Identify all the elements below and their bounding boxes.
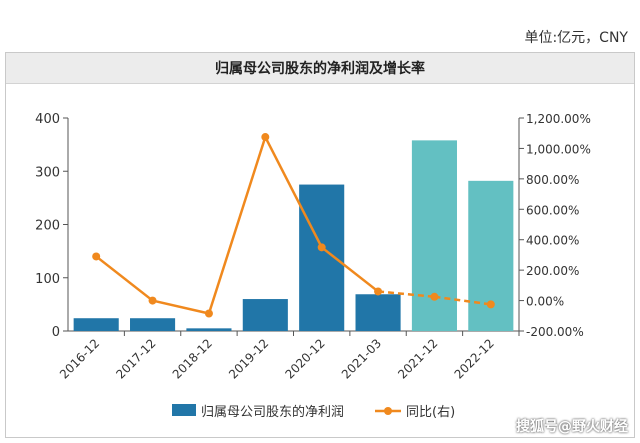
bar-net-profit <box>468 180 514 331</box>
y-left-tick-label: 200 <box>35 219 60 234</box>
growth-point <box>486 300 495 309</box>
legend-marker-growth <box>384 407 392 415</box>
legend-label-net-profit: 归属母公司股东的净利润 <box>201 404 344 420</box>
growth-point <box>317 243 326 252</box>
growth-line-segment <box>320 246 379 293</box>
chart-title-bar: 归属母公司股东的净利润及增长率 <box>6 53 634 84</box>
y-right-tick-label: 0.00% <box>526 295 564 309</box>
unit-label: 单位:亿元，CNY <box>524 30 628 46</box>
bar-net-profit <box>299 184 345 331</box>
x-tick-label: 2021-12 <box>395 336 440 381</box>
bar-net-profit <box>186 328 232 331</box>
y-right-tick-label: 1,000.00% <box>526 142 591 156</box>
bar-net-profit <box>242 299 288 331</box>
y-right-tick-label: -200.00% <box>526 325 584 339</box>
growth-line-segment <box>95 255 154 302</box>
watermark: 搜狐号@野火财经 <box>516 419 628 435</box>
bar-net-profit <box>355 294 401 331</box>
growth-point <box>92 252 101 261</box>
growth-line-segment <box>152 299 210 315</box>
legend-label-growth: 同比(右) <box>406 405 455 420</box>
y-left-tick-label: 300 <box>35 165 60 180</box>
growth-point <box>148 296 157 305</box>
bar-net-profit <box>130 318 176 331</box>
y-left-tick-label: 0 <box>52 325 60 340</box>
y-right-tick-label: 600.00% <box>526 203 579 217</box>
y-right-tick-label: 800.00% <box>526 173 579 187</box>
legend-swatch-net-profit <box>172 404 196 416</box>
x-tick-label: 2018-12 <box>170 336 215 381</box>
chart-frame: 归属母公司股东的净利润及增长率 <box>5 52 635 438</box>
bar-net-profit <box>73 318 119 331</box>
growth-point <box>261 133 270 142</box>
growth-point <box>204 309 213 318</box>
y-right-tick-label: 400.00% <box>526 234 579 248</box>
x-tick-label: 2017-12 <box>113 336 158 381</box>
y-right-tick-label: 200.00% <box>526 264 579 278</box>
growth-point <box>374 287 383 296</box>
chart-title: 归属母公司股东的净利润及增长率 <box>215 61 425 77</box>
x-tick-label: 2020-12 <box>282 336 327 381</box>
y-right-tick-label: 1,200.00% <box>526 112 591 126</box>
y-left-tick-label: 100 <box>35 272 60 287</box>
x-tick-label: 2021-03 <box>339 336 384 381</box>
growth-line-segment <box>207 136 267 314</box>
y-left-tick-label: 400 <box>35 112 60 127</box>
growth-point <box>430 292 439 301</box>
x-tick-label: 2022-12 <box>452 336 497 381</box>
x-tick-label: 2016-12 <box>57 336 102 381</box>
growth-line-segment <box>264 136 323 248</box>
x-tick-label: 2019-12 <box>226 336 271 381</box>
bar-net-profit <box>411 140 457 331</box>
